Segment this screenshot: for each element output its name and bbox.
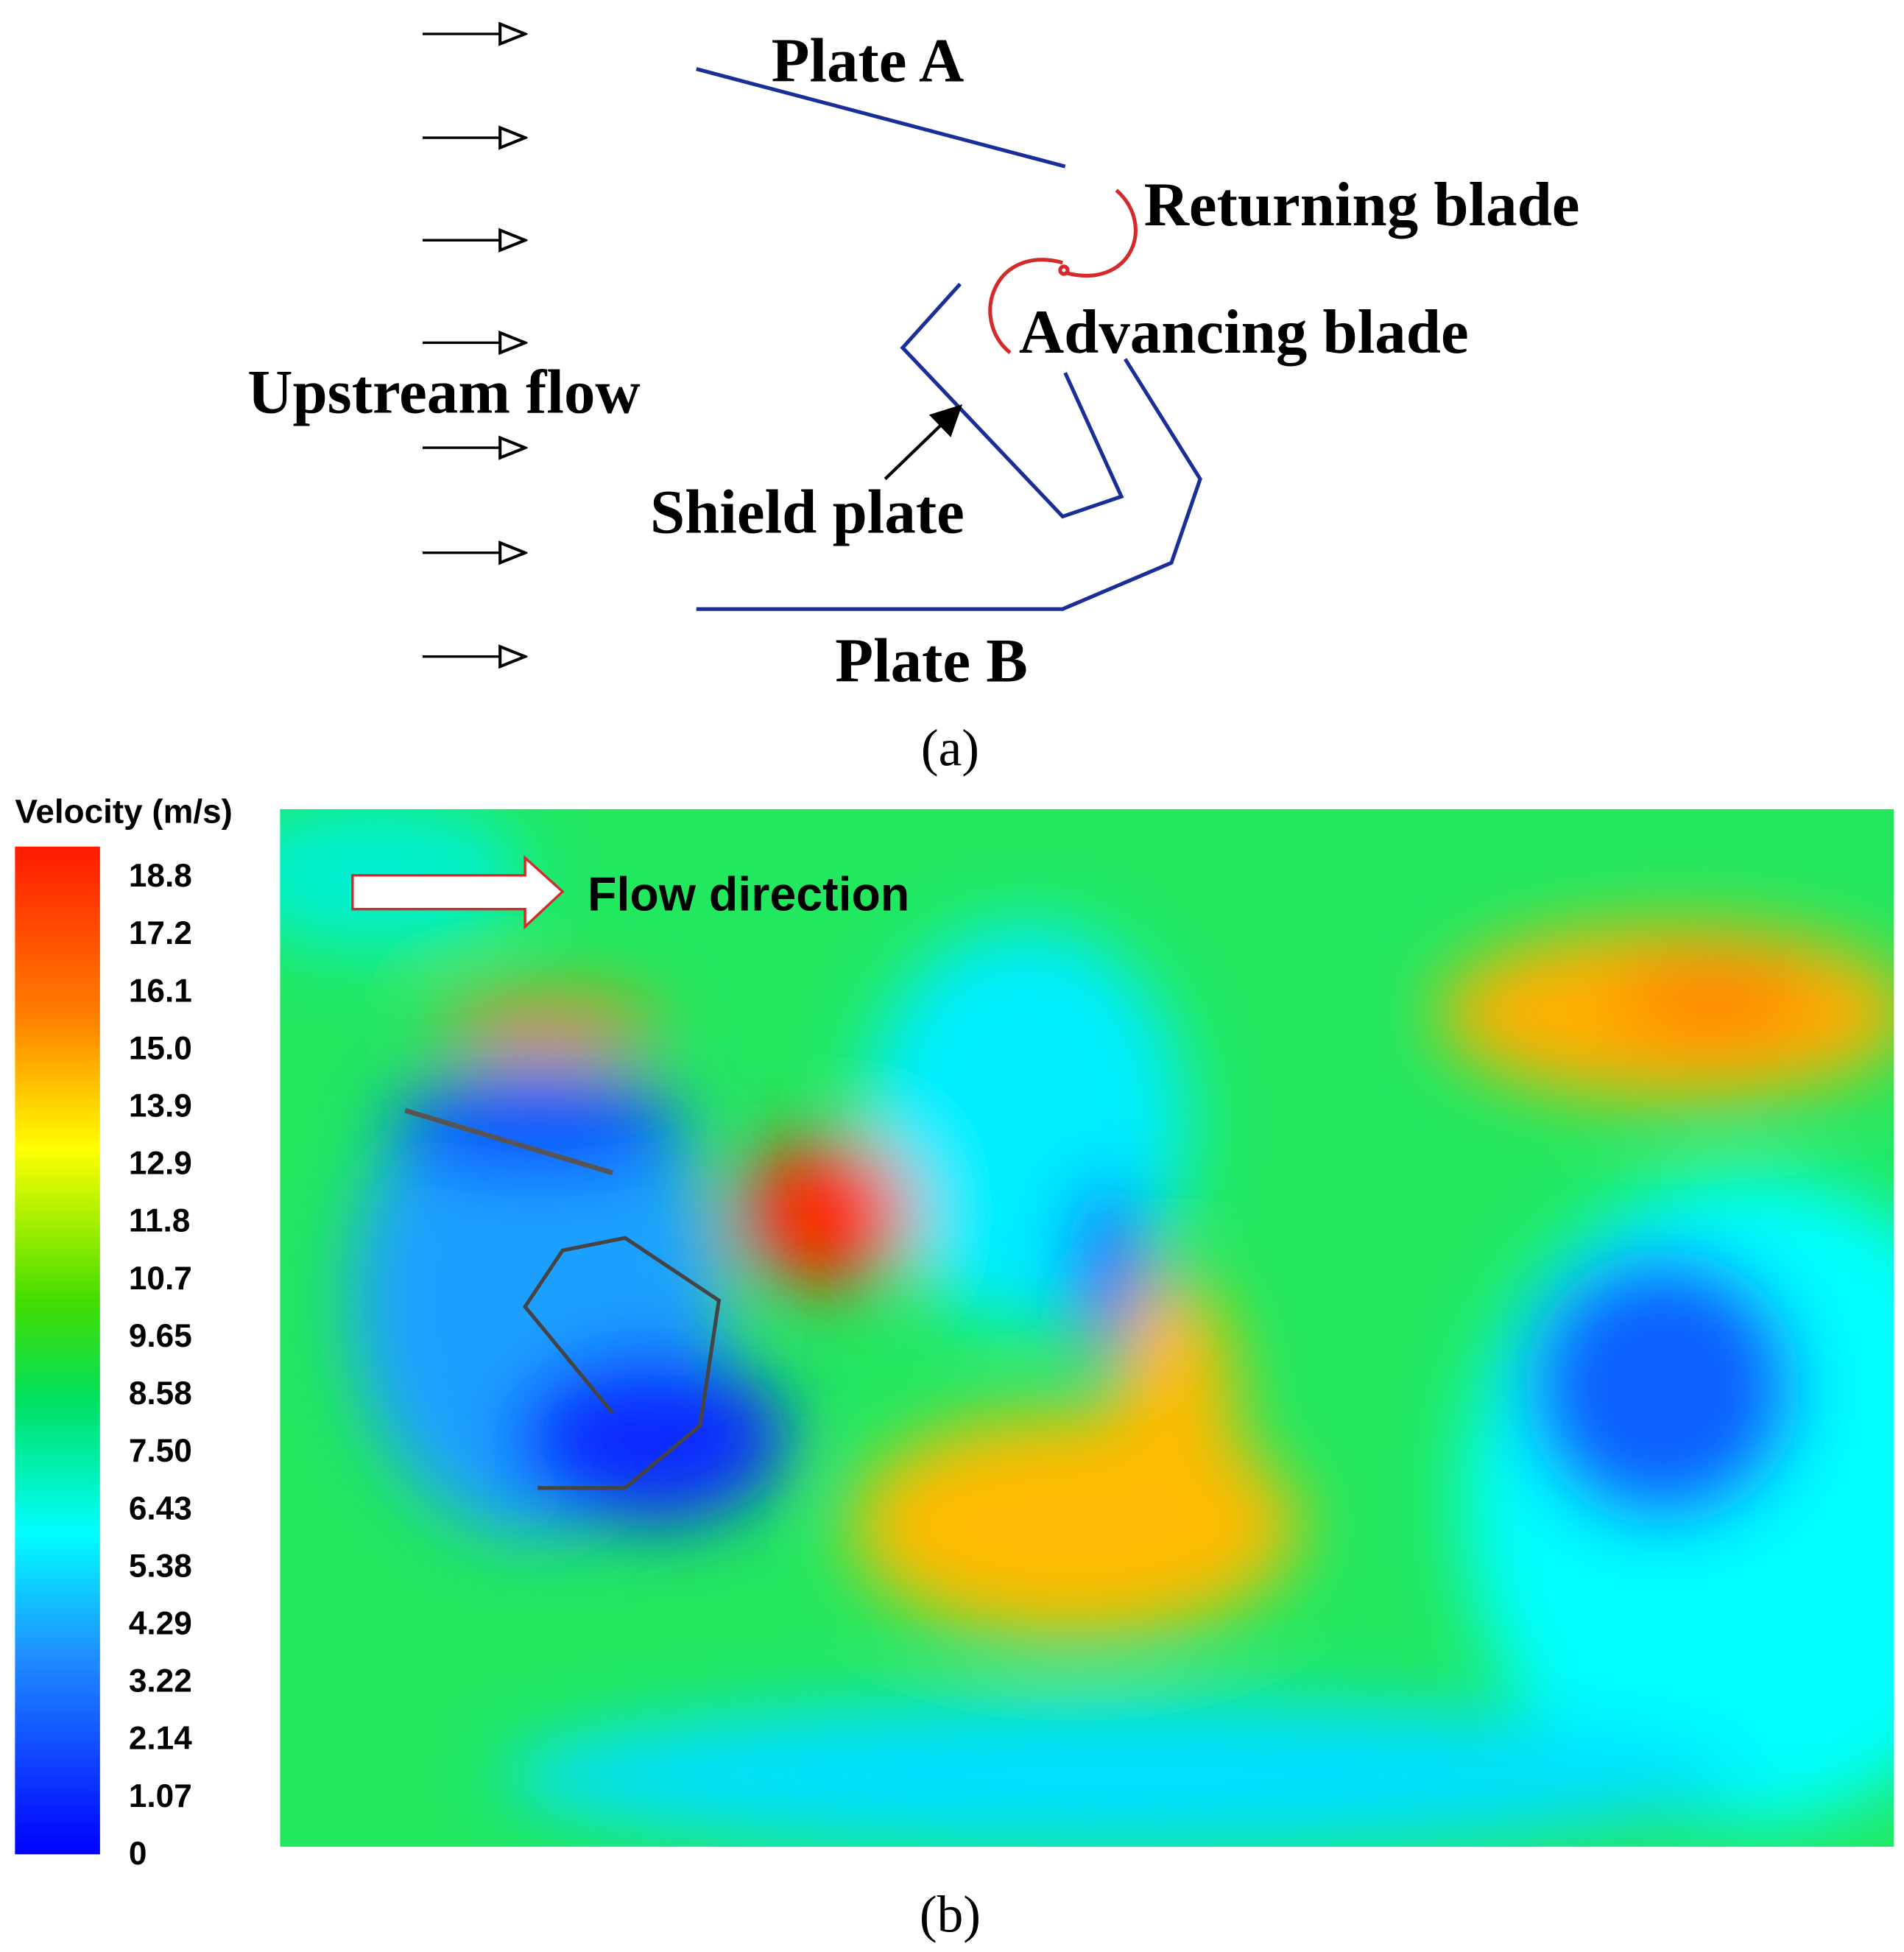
label: Upstream flow <box>247 358 641 427</box>
legend-ticks: 18.8 17.2 16.1 15.0 13.9 12.9 11.8 10.7 9.65 8.58… <box>129 858 192 1872</box>
legend-tick-label: 9.65 <box>129 1318 192 1354</box>
legend-tick-label: 6.43 <box>129 1490 192 1526</box>
caption: (b) <box>920 1886 981 1944</box>
legend-tick-label: 12.9 <box>129 1146 192 1182</box>
legend-tick-label: 0 <box>129 1836 147 1872</box>
label: Returning blade <box>1144 170 1580 239</box>
legend-tick-label: 7.50 <box>129 1433 192 1469</box>
blades <box>988 188 1138 355</box>
legend-tick-label: 18.8 <box>129 858 192 894</box>
legend-tick-label: 17.2 <box>129 915 192 951</box>
upstream-arrows <box>422 34 525 657</box>
legend-tick-label: 8.58 <box>129 1375 192 1412</box>
legend-tick-label: 2.14 <box>129 1721 192 1757</box>
legend-tick-label: 3.22 <box>129 1663 192 1699</box>
plates <box>696 67 1202 611</box>
caption: (a) <box>921 719 979 777</box>
label: Plate A <box>772 27 965 96</box>
legend-tick-label: 1.07 <box>129 1778 192 1814</box>
flow-arrow <box>351 855 565 930</box>
legend-tick-label: 15.0 <box>129 1030 192 1066</box>
legend-tick-label: 10.7 <box>129 1261 192 1297</box>
legend-tick-label: 13.9 <box>129 1088 192 1124</box>
label: Advancing blade <box>1019 297 1469 367</box>
label: Plate B <box>835 627 1028 696</box>
colorbar <box>15 846 100 1855</box>
label: Shield plate <box>650 478 965 547</box>
pointer <box>884 404 963 481</box>
legend-tick-label: 5.38 <box>129 1548 192 1584</box>
legend-tick-label: 4.29 <box>129 1605 192 1641</box>
legend-tick-label: 16.1 <box>129 973 192 1009</box>
legend-tick-label: 11.8 <box>129 1203 190 1239</box>
contour-field <box>280 808 1894 1847</box>
flow-label: Flow direction <box>588 867 909 920</box>
legend-title: Velocity (m/s) <box>15 792 232 830</box>
